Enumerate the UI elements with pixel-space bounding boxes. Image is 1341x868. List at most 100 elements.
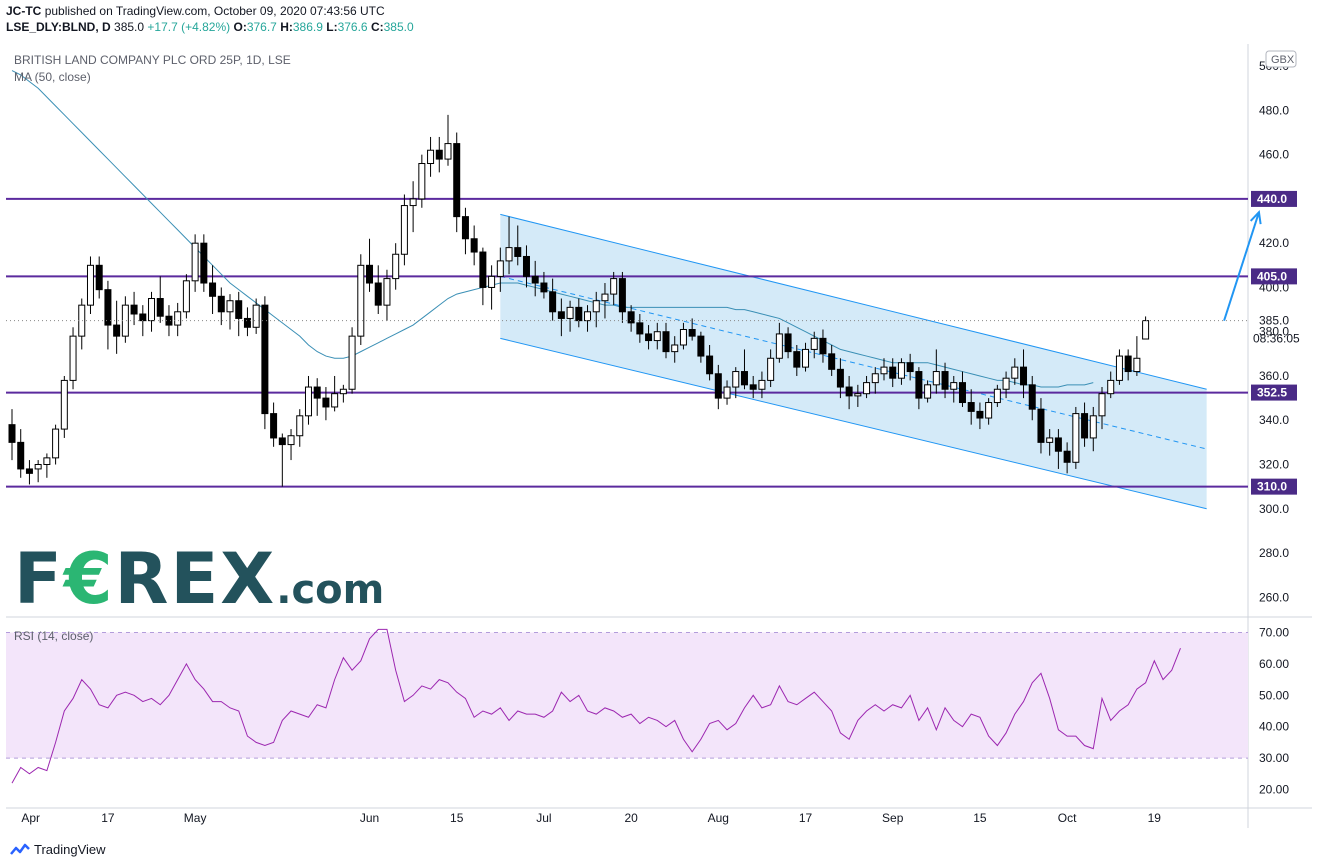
candle-body bbox=[854, 393, 862, 397]
price-tick-label: 280.0 bbox=[1259, 546, 1289, 560]
candle-body bbox=[706, 355, 714, 375]
candle-body bbox=[331, 393, 339, 408]
projection-arrow[interactable] bbox=[1223, 211, 1260, 321]
candle-body bbox=[610, 278, 618, 295]
candle-body bbox=[1133, 357, 1141, 373]
close-value: 385.0 bbox=[383, 20, 414, 34]
header-publish-line: JC-TC published on TradingView.com, Octo… bbox=[6, 4, 385, 18]
time-tick-label: Aug bbox=[708, 811, 729, 825]
candle-body bbox=[165, 315, 173, 326]
tradingview-footer[interactable]: TradingView bbox=[10, 842, 106, 857]
time-tick-label: 17 bbox=[101, 811, 115, 825]
currency-badge-box bbox=[1265, 50, 1297, 68]
candle-body bbox=[427, 149, 435, 165]
candle-body bbox=[470, 238, 478, 253]
candle-body bbox=[636, 322, 644, 335]
channel-lower-line[interactable] bbox=[500, 337, 1207, 510]
candle-body bbox=[575, 306, 583, 322]
candle-body bbox=[25, 468, 33, 474]
rsi-tick-label: 50.00 bbox=[1259, 688, 1289, 702]
candle-body bbox=[828, 353, 836, 370]
rsi-indicator-label[interactable]: RSI (14, close) bbox=[14, 629, 94, 643]
currency-badge[interactable]: GBX bbox=[1265, 50, 1297, 68]
candle-body bbox=[435, 149, 443, 160]
candle-body bbox=[226, 300, 234, 313]
logo-letters-rex: REX bbox=[114, 538, 277, 620]
time-tick-label: Jul bbox=[536, 811, 551, 825]
candle-body bbox=[139, 313, 147, 322]
candle-body bbox=[383, 278, 391, 306]
candle-body bbox=[889, 366, 897, 379]
candles bbox=[8, 114, 1150, 487]
candle-body bbox=[348, 335, 356, 390]
candle-body bbox=[60, 379, 68, 430]
candle-body bbox=[113, 324, 121, 337]
logo-dotcom: .com bbox=[276, 567, 385, 613]
candle-body bbox=[496, 260, 504, 277]
footer-brand: TradingView bbox=[34, 842, 106, 857]
candle-body bbox=[1115, 355, 1123, 381]
rsi-tick-label: 60.00 bbox=[1259, 657, 1289, 671]
candle-body bbox=[287, 435, 295, 446]
candle-body bbox=[488, 275, 496, 288]
candle-body bbox=[392, 253, 400, 280]
candle-body bbox=[915, 371, 923, 399]
rsi-tick-label: 30.00 bbox=[1259, 751, 1289, 765]
candle-body bbox=[339, 388, 347, 395]
candle-body bbox=[261, 304, 269, 415]
price-tick-label: 340.0 bbox=[1259, 413, 1289, 427]
candle-body bbox=[52, 428, 60, 459]
candle-body bbox=[322, 397, 330, 408]
candle-body bbox=[1046, 437, 1054, 443]
time-tick-label: May bbox=[184, 811, 207, 825]
level-badge-440.0: 440.0 bbox=[1251, 190, 1297, 207]
channel-upper-line[interactable] bbox=[500, 213, 1207, 390]
level-badge-310.0: 310.0 bbox=[1251, 478, 1297, 495]
projection-arrow-head bbox=[1249, 210, 1262, 225]
candle-body bbox=[732, 371, 740, 388]
logo-letter-f: F bbox=[14, 538, 64, 620]
channel-mid-line[interactable] bbox=[500, 275, 1207, 450]
last-price: 385.0 bbox=[114, 20, 145, 34]
price-tick-label: 460.0 bbox=[1259, 148, 1289, 162]
candle-body bbox=[941, 371, 949, 390]
candle-body bbox=[697, 335, 705, 357]
publisher-name[interactable]: JC-TC bbox=[6, 4, 42, 18]
candle-body bbox=[819, 337, 827, 355]
currency-badge-text: GBX bbox=[1271, 54, 1295, 66]
candle-body bbox=[191, 242, 199, 282]
ma-indicator-label[interactable]: MA (50, close) bbox=[14, 70, 91, 84]
candle-body bbox=[1072, 413, 1080, 463]
level-badge-box bbox=[1251, 268, 1297, 285]
published-text: published on TradingView.com, October 09… bbox=[44, 4, 385, 18]
candle-body bbox=[217, 295, 225, 313]
candle-body bbox=[924, 384, 932, 399]
time-tick-label: Jun bbox=[360, 811, 379, 825]
candle-body bbox=[976, 410, 984, 419]
candle-body bbox=[627, 311, 635, 324]
high-label: H: bbox=[280, 20, 293, 34]
candle-body bbox=[200, 242, 208, 284]
candle-body bbox=[34, 464, 42, 470]
candle-body bbox=[714, 373, 722, 399]
candle-body bbox=[43, 457, 51, 466]
candle-body bbox=[252, 304, 260, 328]
candle-body bbox=[243, 317, 251, 328]
candle-body bbox=[235, 300, 243, 319]
candle-body bbox=[767, 357, 775, 381]
candle-body bbox=[8, 424, 16, 443]
candle-body bbox=[1124, 355, 1132, 373]
low-value: 376.6 bbox=[337, 20, 368, 34]
candle-body bbox=[679, 329, 687, 346]
regression-channel[interactable] bbox=[500, 214, 1207, 509]
price-tick-label: 260.0 bbox=[1259, 590, 1289, 604]
level-badge-text: 310.0 bbox=[1257, 480, 1287, 494]
candle-body bbox=[985, 402, 993, 419]
rsi-line[interactable] bbox=[11, 628, 1181, 784]
candle-body bbox=[182, 280, 190, 313]
candle-body bbox=[993, 388, 1001, 404]
candle-body bbox=[121, 304, 129, 337]
candle-body bbox=[1063, 450, 1071, 463]
candle-body bbox=[366, 264, 374, 284]
